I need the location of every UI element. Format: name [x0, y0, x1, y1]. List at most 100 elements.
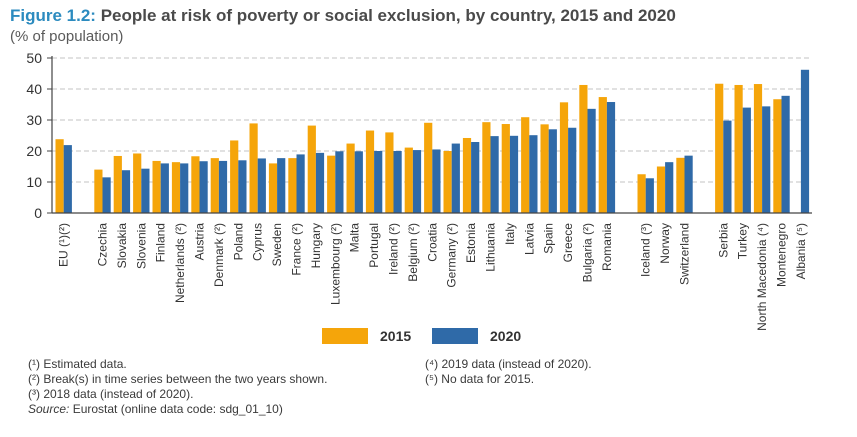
bar-2015	[113, 155, 122, 213]
x-tick-label: Latvia	[522, 223, 536, 255]
bar-2015	[773, 99, 782, 213]
bar-2015	[540, 124, 549, 213]
legend-item-2020: 2020	[432, 328, 521, 344]
legend-label-2020: 2020	[490, 328, 522, 344]
bar-2015	[637, 174, 646, 213]
bar-2020	[354, 151, 363, 213]
bar-2015	[424, 122, 433, 213]
bar-2020	[723, 120, 732, 213]
bar-2015	[55, 139, 64, 213]
bar-2020	[509, 135, 519, 213]
bar-2020	[63, 145, 72, 213]
x-tick-label: Portugal	[367, 223, 381, 268]
bar-2015	[443, 151, 452, 213]
bar-2020	[238, 160, 247, 213]
bar-2015	[579, 84, 588, 213]
bar-2015	[346, 143, 355, 213]
bar-2015	[365, 130, 375, 213]
x-tick-label: Poland	[231, 223, 245, 260]
bar-2020	[141, 168, 150, 213]
bar-2020	[277, 158, 286, 213]
x-tick-label: Sweden	[270, 223, 284, 266]
bar-2020	[665, 162, 674, 213]
bar-2020	[121, 170, 131, 213]
x-tick-label: Belgium (²)	[406, 223, 420, 282]
bar-2020	[645, 178, 654, 213]
x-tick-label: Switzerland	[678, 223, 692, 285]
bar-2020	[451, 143, 460, 213]
source-text: Eurostat (online data code: sdg_01_10)	[72, 402, 283, 416]
x-tick-label: EU (¹)(²)	[57, 223, 71, 267]
x-tick-label: Italy	[503, 223, 517, 245]
legend-item-2015: 2015	[322, 328, 411, 344]
bar-2020	[568, 127, 577, 213]
x-tick-label: Germany (²)	[445, 223, 459, 288]
legend-label-2015: 2015	[380, 328, 412, 344]
x-tick-label: Slovenia	[134, 223, 148, 269]
x-tick-label: France (²)	[290, 223, 304, 276]
bar-2020	[218, 160, 228, 213]
x-tick-label: Croatia	[425, 223, 439, 262]
bar-2020	[412, 150, 422, 213]
bar-2015	[598, 97, 607, 213]
bar-2020	[742, 107, 751, 213]
bar-2020	[762, 106, 771, 213]
bar-2015	[385, 132, 394, 213]
bar-2015	[268, 163, 278, 213]
footnote-5: (⁵) No data for 2015.	[425, 372, 535, 386]
bar-2020	[393, 151, 402, 213]
legend-swatch-2020	[432, 328, 478, 344]
bar-2015	[230, 140, 239, 213]
x-tick-label: Cyprus	[251, 223, 265, 261]
bar-2020	[257, 158, 266, 213]
footnotes-right: (⁴) 2019 data (instead of 2020). (⁵) No …	[425, 357, 592, 387]
bar-2020	[471, 142, 480, 213]
x-tick-label: Lithuania	[484, 223, 498, 272]
footnote-1: (¹) Estimated data.	[28, 357, 127, 371]
chart-title: Figure 1.2: People at risk of poverty or…	[10, 6, 676, 26]
bar-2015	[152, 160, 161, 213]
x-tick-label: Norway	[658, 223, 672, 264]
bar-2015	[171, 162, 181, 213]
footnotes-left: (¹) Estimated data. (²) Break(s) in time…	[28, 357, 327, 417]
bar-2015	[462, 137, 472, 213]
footnote-2: (²) Break(s) in time series between the …	[28, 372, 328, 386]
bar-2020	[684, 155, 693, 213]
bar-2015	[210, 158, 219, 213]
bar-2015	[307, 125, 316, 213]
x-tick-label: Greece	[561, 223, 575, 263]
x-tick-label: Montenegro	[775, 223, 789, 287]
x-tick-label: Finland	[154, 223, 168, 262]
x-tick-label: Bulgaria (²)	[581, 223, 595, 282]
bar-2020	[160, 163, 169, 213]
legend-swatch-2015	[322, 328, 368, 344]
bar-2020	[781, 95, 790, 213]
x-tick-label: Iceland (³)	[639, 223, 653, 277]
bar-2020	[315, 152, 325, 213]
x-tick-label: Netherlands (²)	[173, 223, 187, 303]
source-line: Source: Eurostat (online data code: sdg_…	[28, 402, 327, 417]
x-tick-label: Austria	[193, 223, 207, 261]
bar-2015	[734, 84, 743, 213]
x-tick-label: Serbia	[716, 223, 730, 258]
bar-2015	[559, 102, 569, 213]
bar-2020	[335, 151, 344, 213]
y-tick-label-30: 30	[26, 112, 42, 128]
source-label: Source:	[28, 402, 70, 416]
bar-2015	[501, 124, 510, 213]
bar-2015	[288, 158, 297, 213]
bar-2015	[191, 156, 200, 213]
bar-2015	[521, 117, 530, 213]
bar-2020	[199, 161, 208, 213]
bar-2020	[432, 149, 441, 213]
bar-2020	[606, 102, 616, 213]
x-tick-label: Romania	[600, 223, 614, 271]
bar-2020	[490, 136, 499, 213]
y-tick-label-0: 0	[34, 205, 42, 221]
x-tick-label: Denmark (²)	[212, 223, 226, 287]
bar-2020	[529, 135, 538, 213]
x-tick-label: Czechia	[96, 223, 110, 267]
x-tick-label: Hungary	[309, 223, 323, 268]
bar-2015	[404, 147, 413, 213]
bar-2020	[800, 69, 810, 213]
